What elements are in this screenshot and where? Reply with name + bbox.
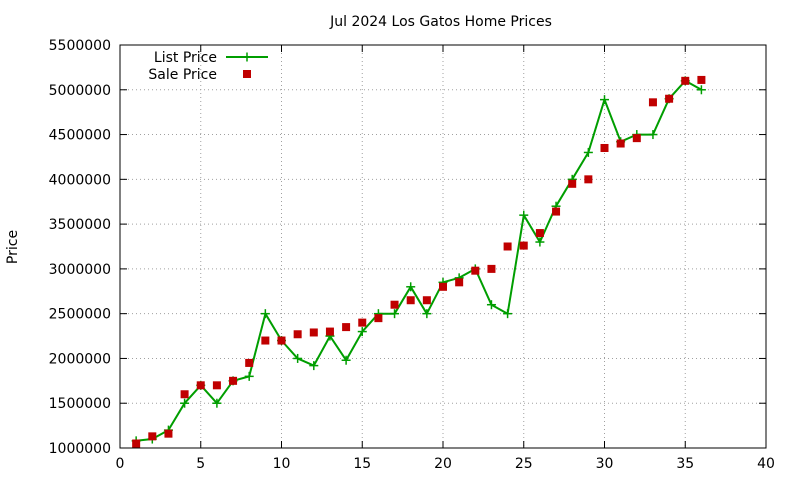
data-point-sale-price [277, 336, 286, 345]
y-tick-label: 4000000 [49, 172, 111, 188]
data-point-list-price [422, 309, 432, 319]
data-point-sale-price [245, 358, 254, 367]
y-tick-label: 3500000 [49, 217, 111, 233]
data-point-sale-price [697, 75, 706, 84]
chart-title: Jul 2024 Los Gatos Home Prices [329, 14, 552, 30]
data-point-sale-price [342, 323, 351, 332]
data-point-sale-price [309, 328, 318, 337]
data-point-sale-price [584, 175, 593, 184]
data-point-list-price [357, 327, 367, 337]
data-point-sale-price [632, 134, 641, 143]
data-point-sale-price [196, 381, 205, 390]
x-tick-label: 20 [434, 456, 452, 472]
data-point-sale-price [293, 330, 302, 339]
legend-label: List Price [154, 50, 217, 66]
y-tick-label: 4500000 [49, 128, 111, 144]
data-point-sale-price [261, 336, 270, 345]
y-tick-label: 2000000 [49, 351, 111, 367]
data-point-list-price [293, 353, 303, 363]
data-point-sale-price [229, 376, 238, 385]
data-point-sale-price [681, 76, 690, 85]
series-1 [132, 75, 706, 448]
data-point-sale-price [665, 94, 674, 103]
legend-marker-square [243, 70, 251, 78]
data-point-sale-price [164, 429, 173, 438]
data-point-sale-price [439, 282, 447, 291]
data-point-sale-price [648, 98, 657, 107]
data-point-list-price [406, 282, 416, 292]
tick-marks [119, 44, 767, 449]
data-point-list-price [390, 309, 400, 319]
data-point-list-price [341, 355, 351, 365]
y-tick-labels: 1000000 1500000 2000000 2500000 3000000 35000… [49, 38, 111, 457]
data-point-sale-price [471, 266, 480, 275]
data-point-sale-price [390, 300, 399, 309]
data-point-list-price [600, 95, 609, 105]
y-tick-label: 1000000 [49, 441, 111, 457]
data-point-sale-price [487, 264, 496, 273]
data-point-sale-price [358, 318, 367, 327]
data-point-sale-price [406, 296, 415, 305]
data-point-list-price [583, 147, 593, 157]
y-tick-label: 1500000 [49, 396, 111, 412]
data-point-sale-price [132, 439, 141, 448]
series-layer [131, 75, 706, 448]
y-axis-label: Price [5, 230, 21, 264]
y-tick-label: 5000000 [49, 83, 111, 99]
data-point-sale-price [503, 242, 512, 251]
data-point-sale-price [325, 327, 334, 336]
y-tick-label: 2500000 [49, 307, 111, 323]
y-tick-label: 3000000 [49, 262, 111, 278]
data-point-sale-price [455, 278, 464, 287]
x-tick-label: 15 [353, 456, 371, 472]
x-tick-label: 0 [116, 456, 125, 472]
data-point-list-price [244, 371, 254, 381]
data-point-sale-price [519, 241, 528, 250]
data-point-sale-price [568, 179, 577, 188]
data-point-list-price [503, 309, 513, 319]
y-tick-label: 5500000 [49, 38, 111, 54]
x-tick-label: 35 [676, 456, 694, 472]
data-point-list-price [696, 85, 706, 95]
data-point-sale-price [552, 207, 561, 216]
x-tick-label: 5 [196, 456, 205, 472]
data-point-list-price [648, 130, 658, 140]
data-point-sale-price [180, 390, 189, 399]
x-tick-label: 25 [515, 456, 533, 472]
data-point-list-price [309, 361, 319, 371]
data-point-list-price [260, 309, 270, 319]
data-point-sale-price [148, 432, 157, 441]
data-point-sale-price [616, 139, 625, 148]
data-point-sale-price [212, 381, 221, 390]
data-point-list-price [486, 300, 496, 310]
data-point-sale-price [600, 143, 609, 152]
x-tick-label: 40 [757, 456, 775, 472]
legend-marker-plus [242, 52, 252, 62]
legend-label: Sale Price [148, 67, 217, 83]
data-point-list-price [212, 398, 222, 408]
data-point-sale-price [374, 314, 383, 323]
x-tick-label: 30 [596, 456, 614, 472]
data-point-list-price [180, 398, 190, 408]
data-point-list-price [519, 210, 529, 220]
data-point-sale-price [422, 296, 431, 305]
x-tick-labels: 0 5 10 15 20 25 30 35 40 [116, 456, 775, 472]
data-point-list-price [535, 237, 545, 247]
data-point-sale-price [535, 229, 544, 238]
x-tick-label: 10 [273, 456, 291, 472]
